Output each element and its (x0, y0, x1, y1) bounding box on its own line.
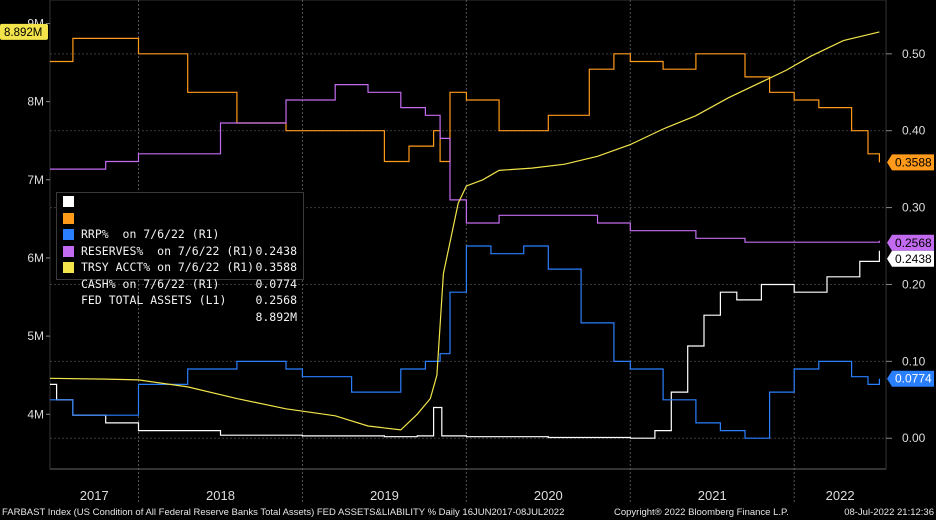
x-axis-tick-label: 2022 (826, 488, 855, 503)
x-axis-tick-label: 2019 (370, 488, 399, 503)
series-line-2 (50, 245, 880, 439)
value-tags: 8.892M 0.3588 0.2568 0.2438 0.0774 (0, 23, 934, 387)
right-axis-tick-label: 0.20 (902, 277, 926, 291)
left-axis-tick-label: 4M (27, 407, 44, 421)
legend-swatch-rrp (63, 196, 74, 207)
footer-copyright: Copyright® 2022 Bloomberg Finance L.P. (614, 507, 789, 518)
legend-label: RESERVES% on 7/6/22 (R1) (81, 243, 255, 258)
right-value-tag-label: 0.2568 (895, 236, 932, 250)
left-axis-tick-label: 8M (27, 95, 44, 109)
legend-value: 0.2568 (255, 293, 297, 307)
right-axis-tick-label: 0.40 (902, 124, 926, 138)
legend-swatch-trsy-acct (63, 229, 74, 240)
footer-timestamp: 08-Jul-2022 21:12:36 (844, 507, 934, 518)
x-axis-tick-label: 2021 (698, 488, 727, 503)
x-axis-tick-label: 2017 (80, 488, 109, 503)
series-line-3 (50, 84, 880, 243)
grid-lines (50, 0, 886, 504)
legend-swatch-reserves (63, 212, 74, 224)
footer-source: FARBAST Index (US Condition of All Feder… (2, 507, 565, 518)
legend-label: TRSY ACCT% on 7/6/22 (R1) (81, 260, 255, 274)
legend-value: 0.3588 (255, 260, 297, 274)
right-value-tag (887, 234, 934, 251)
right-value-tag-label: 0.0774 (895, 372, 932, 386)
legend-item-reserves: RESERVES% on 7/6/22 (R1) 0.3588 (57, 210, 303, 274)
right-value-tag-label: 0.2438 (895, 252, 932, 266)
right-axis-tick-label: 0.00 (902, 431, 926, 445)
chart-canvas: 0.000.100.200.300.400.504M5M6M7M8M9M2017… (0, 0, 936, 506)
left-axis-tick-label: 7M (27, 173, 44, 187)
left-axis-tick-label: 6M (27, 251, 44, 265)
legend-label: CASH% on 7/6/22 (R1) (81, 276, 220, 291)
legend-item-cash: CASH% on 7/6/22 (R1) 0.2568 (57, 243, 303, 307)
legend-item-fed-total-assets: FED TOTAL ASSETS (L1) 8.892M (57, 259, 303, 324)
series-line-4 (49, 31, 880, 431)
series-line-1 (50, 37, 880, 163)
x-axis-tick-label: 2020 (534, 488, 563, 503)
right-axis-tick-label: 0.10 (902, 354, 926, 368)
legend-swatch-fed-total-assets (63, 262, 74, 273)
right-value-tag-label: 0.3588 (895, 155, 932, 169)
right-value-tag (887, 370, 934, 387)
right-value-tag (887, 250, 934, 267)
right-axis-tick-label: 0.30 (902, 201, 926, 215)
right-axis-tick-label: 0.50 (902, 47, 926, 61)
series-line-0 (50, 250, 880, 439)
legend-item-rrp: RRP% on 7/6/22 (R1) 0.2438 (57, 193, 303, 258)
axis-ticks: 0.000.100.200.300.400.504M5M6M7M8M9M2017… (27, 16, 925, 503)
legend-swatch-cash (63, 245, 74, 257)
right-value-tag (887, 154, 934, 171)
legend-item-trsy-acct: TRSY ACCT% on 7/6/22 (R1) 0.0774 (57, 226, 303, 291)
left-axis-tick-label: 5M (27, 329, 44, 343)
legend-label: FED TOTAL ASSETS (L1) (81, 293, 227, 307)
legend-value: 0.2438 (255, 243, 297, 258)
left-value-tag (0, 23, 48, 40)
chart-legend: RRP% on 7/6/22 (R1) 0.2438 RESERVES% on … (56, 192, 304, 324)
x-axis-tick-label: 2018 (206, 488, 235, 503)
legend-value: 0.0774 (255, 276, 297, 291)
left-value-tag-label: 8.892M (4, 27, 42, 39)
legend-value: 8.892M (255, 309, 297, 324)
legend-label: RRP% on 7/6/22 (R1) (81, 227, 220, 241)
series-layer (49, 31, 880, 439)
